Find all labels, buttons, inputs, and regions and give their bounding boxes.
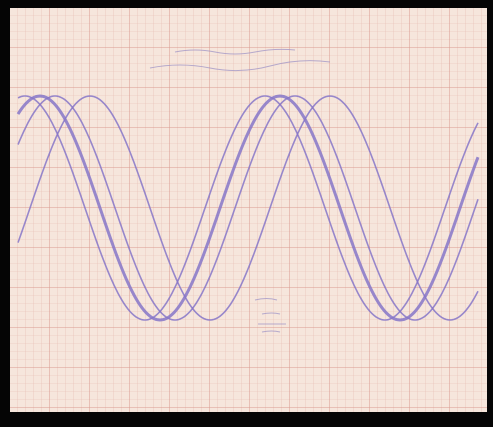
- chart-recorder-photo: [0, 0, 493, 427]
- grid: [10, 8, 487, 412]
- page: {} (() => { const g = document.getElemen…: [0, 0, 493, 427]
